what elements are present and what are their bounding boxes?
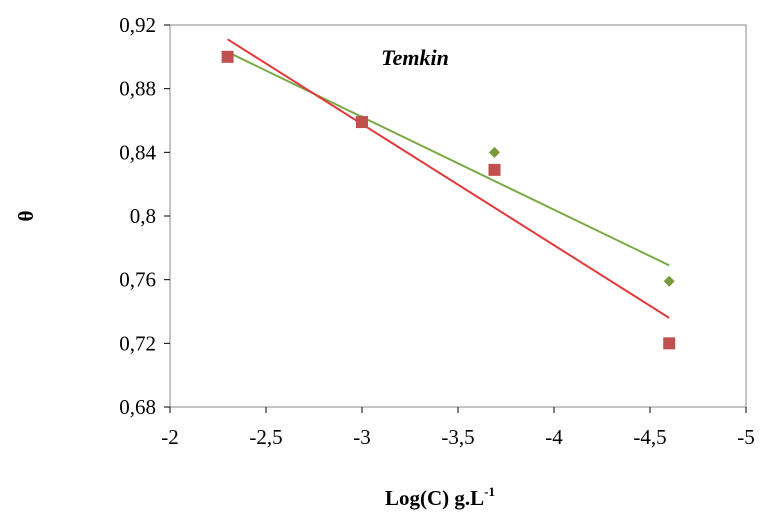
x-tick-label: -2 bbox=[161, 425, 179, 449]
x-tick-label: -2,5 bbox=[249, 425, 282, 449]
x-axis-title: Log(C) g.L-1 bbox=[385, 484, 495, 510]
trendlines bbox=[227, 38, 670, 319]
x-tick-label: -4 bbox=[545, 425, 563, 449]
x-axis-title-superscript: -1 bbox=[484, 484, 495, 499]
plot-area bbox=[169, 24, 747, 408]
y-tick-label: 0,8 bbox=[130, 204, 156, 228]
trendline-series-2 bbox=[227, 38, 670, 319]
y-tick-label: 0,88 bbox=[119, 77, 156, 101]
x-tick-label: -5 bbox=[737, 425, 755, 449]
y-tick-label: 0,72 bbox=[119, 331, 156, 355]
point-series-2 bbox=[488, 163, 501, 176]
data-points bbox=[221, 50, 676, 350]
y-axis-title: θ bbox=[14, 210, 38, 221]
point-series-2 bbox=[221, 50, 234, 63]
x-tick-label: -3,5 bbox=[441, 425, 474, 449]
y-axis: 0,68 0,72 0,76 0,8 0,84 0,88 0,92 bbox=[119, 13, 170, 419]
point-series-1 bbox=[488, 146, 500, 158]
point-series-2 bbox=[663, 337, 676, 350]
x-axis: -2 -2,5 -3 -3,5 -4 -4,5 -5 bbox=[161, 407, 755, 449]
point-series-2 bbox=[356, 116, 368, 129]
chart-annotation: Temkin bbox=[381, 45, 449, 70]
y-tick-label: 0,92 bbox=[119, 13, 156, 37]
trendline-series-1 bbox=[227, 51, 670, 267]
x-tick-label: -3 bbox=[353, 425, 371, 449]
point-series-1 bbox=[663, 275, 675, 287]
y-tick-label: 0,84 bbox=[119, 140, 156, 164]
x-tick-label: -4,5 bbox=[633, 425, 666, 449]
y-tick-label: 0,76 bbox=[119, 268, 156, 292]
y-tick-label: 0,68 bbox=[119, 395, 156, 419]
x-axis-title-text: Log(C) g.L bbox=[385, 486, 484, 510]
